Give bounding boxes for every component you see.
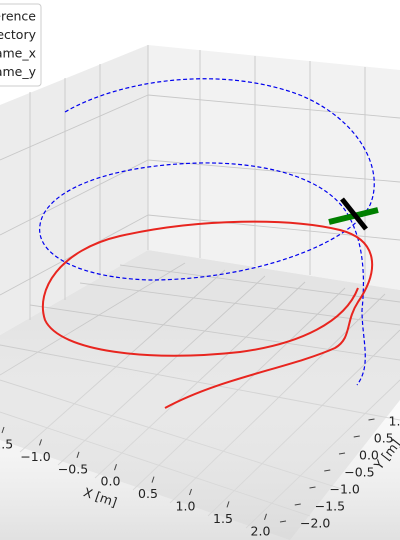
y-tick-label: 0.5 <box>374 431 394 446</box>
y-tick-label: −0.5 <box>344 465 374 480</box>
legend-label: frame_x <box>0 46 36 61</box>
y-tick <box>353 435 360 438</box>
x-tick <box>76 451 80 458</box>
x-tick <box>151 476 155 483</box>
x-tick <box>189 488 192 496</box>
x-tick <box>226 501 230 508</box>
x-tick <box>114 464 117 471</box>
y-tick <box>324 469 331 472</box>
legend-label: reference <box>0 9 36 24</box>
trajectory-curve <box>41 220 373 409</box>
y-tick <box>368 418 375 421</box>
y-tick <box>338 452 346 455</box>
legend <box>0 3 42 87</box>
x-tick-label: 1.5 <box>213 511 233 526</box>
reference-curve <box>39 78 375 386</box>
x-tick <box>264 513 267 520</box>
y-tick <box>309 486 316 489</box>
legend-label: trajectory <box>0 27 37 42</box>
x-tick <box>39 439 42 446</box>
x-tick-label: 0.0 <box>101 474 121 489</box>
y-tick-label: 0.0 <box>359 448 379 463</box>
y-tick-label: −1.5 <box>315 499 345 514</box>
x-tick-label: 0.5 <box>138 486 158 501</box>
y-tick-label: 1.0 <box>389 414 400 429</box>
y-tick-label: −1.0 <box>330 482 360 497</box>
x-tick-label: −0.5 <box>58 461 88 476</box>
y-tick <box>279 520 287 523</box>
x-tick-label: 2.0 <box>251 523 271 538</box>
legend-label: frame_y <box>0 64 37 79</box>
x-tick <box>1 426 5 434</box>
x-tick-label: −1.5 <box>0 437 13 452</box>
x-tick-label: −1.0 <box>20 449 50 464</box>
y-tick-label: −2.0 <box>300 516 330 531</box>
x-tick-label: 1.0 <box>176 499 196 514</box>
frame-y <box>340 197 368 231</box>
y-tick <box>294 503 301 506</box>
